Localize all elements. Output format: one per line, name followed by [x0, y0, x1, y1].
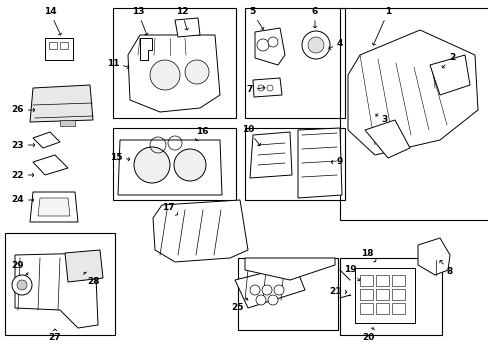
- Polygon shape: [347, 30, 477, 155]
- Text: 25: 25: [230, 298, 247, 312]
- Bar: [5, 233, 115, 335]
- Text: 27: 27: [49, 329, 61, 342]
- Polygon shape: [38, 198, 70, 216]
- Text: 28: 28: [83, 272, 99, 287]
- Text: 19: 19: [343, 266, 360, 281]
- Bar: [354, 268, 414, 323]
- Polygon shape: [118, 140, 222, 195]
- Bar: [339, 8, 488, 220]
- Text: 23: 23: [12, 140, 35, 149]
- Bar: [359, 289, 372, 300]
- Bar: [244, 128, 345, 200]
- Text: 24: 24: [12, 195, 34, 204]
- Bar: [375, 289, 388, 300]
- Polygon shape: [235, 265, 305, 308]
- Bar: [60, 120, 75, 126]
- Polygon shape: [175, 18, 200, 37]
- Text: 18: 18: [360, 248, 375, 262]
- Text: 4: 4: [328, 39, 343, 50]
- Text: 5: 5: [248, 8, 264, 29]
- Bar: [391, 289, 404, 300]
- Polygon shape: [297, 128, 341, 198]
- Circle shape: [256, 295, 265, 305]
- Polygon shape: [254, 28, 285, 65]
- Circle shape: [184, 60, 208, 84]
- Text: 12: 12: [175, 8, 188, 30]
- Bar: [113, 8, 236, 118]
- Circle shape: [249, 285, 260, 295]
- Text: 9: 9: [331, 158, 343, 166]
- Bar: [375, 303, 388, 314]
- Text: 6: 6: [311, 8, 318, 28]
- Circle shape: [17, 280, 27, 290]
- Bar: [339, 258, 441, 335]
- Circle shape: [12, 275, 32, 295]
- Polygon shape: [252, 78, 282, 97]
- Polygon shape: [15, 253, 98, 328]
- Polygon shape: [417, 238, 449, 275]
- Text: 16: 16: [195, 126, 208, 140]
- Text: 21: 21: [328, 288, 346, 297]
- Text: 11: 11: [106, 58, 128, 68]
- Bar: [359, 303, 372, 314]
- Bar: [49, 42, 57, 49]
- Polygon shape: [153, 200, 247, 262]
- Bar: [113, 128, 236, 200]
- Polygon shape: [30, 85, 93, 122]
- Circle shape: [262, 285, 271, 295]
- Text: 1: 1: [371, 8, 390, 45]
- Circle shape: [257, 39, 268, 51]
- Text: 17: 17: [162, 202, 177, 215]
- Circle shape: [267, 295, 278, 305]
- Polygon shape: [33, 155, 68, 175]
- Polygon shape: [65, 250, 103, 282]
- Polygon shape: [249, 132, 291, 178]
- Text: 26: 26: [12, 105, 35, 114]
- Circle shape: [273, 285, 284, 295]
- Bar: [60, 42, 68, 49]
- Circle shape: [174, 149, 205, 181]
- Circle shape: [307, 37, 324, 53]
- Text: 10: 10: [242, 126, 260, 145]
- Text: 7: 7: [246, 85, 264, 94]
- Polygon shape: [30, 192, 78, 222]
- Bar: [238, 258, 337, 330]
- Text: 13: 13: [131, 8, 148, 35]
- Circle shape: [150, 60, 180, 90]
- Polygon shape: [128, 35, 220, 112]
- Circle shape: [266, 85, 272, 91]
- Circle shape: [258, 85, 264, 91]
- Polygon shape: [140, 38, 152, 60]
- Text: 2: 2: [441, 54, 454, 68]
- Text: 20: 20: [361, 328, 374, 342]
- Bar: [391, 275, 404, 286]
- Bar: [244, 8, 345, 118]
- Text: 22: 22: [12, 171, 34, 180]
- Circle shape: [302, 31, 329, 59]
- Circle shape: [267, 37, 278, 47]
- Polygon shape: [33, 132, 60, 148]
- Bar: [375, 275, 388, 286]
- Polygon shape: [364, 120, 409, 158]
- Bar: [45, 38, 73, 60]
- Text: 3: 3: [375, 114, 387, 125]
- Bar: [391, 303, 404, 314]
- Bar: [359, 275, 372, 286]
- Text: 29: 29: [12, 261, 28, 275]
- Polygon shape: [429, 55, 469, 95]
- Circle shape: [134, 147, 170, 183]
- Text: 14: 14: [43, 8, 61, 35]
- Text: 8: 8: [439, 260, 452, 276]
- Text: 15: 15: [109, 153, 129, 162]
- Polygon shape: [244, 258, 334, 280]
